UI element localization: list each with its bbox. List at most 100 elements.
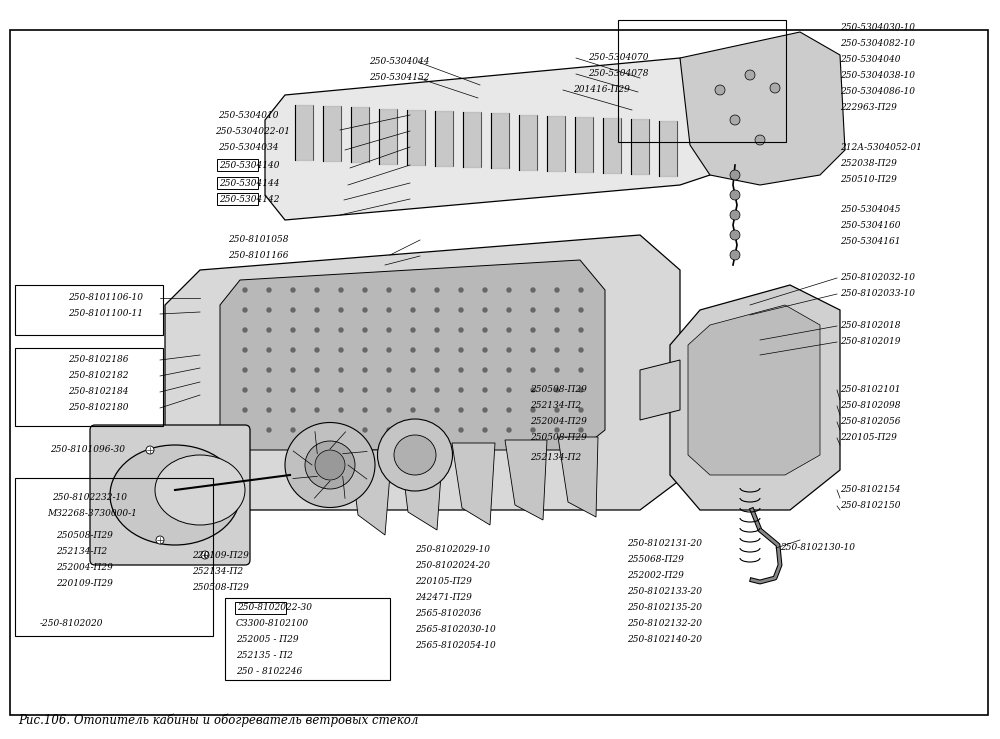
- Text: 252002-П29: 252002-П29: [627, 571, 684, 581]
- Text: 250-8101106-10: 250-8101106-10: [68, 293, 143, 302]
- Circle shape: [291, 368, 295, 372]
- Circle shape: [363, 428, 367, 432]
- Text: 201416-П29: 201416-П29: [573, 86, 630, 95]
- Circle shape: [243, 308, 247, 312]
- Circle shape: [555, 408, 559, 412]
- Circle shape: [579, 408, 583, 412]
- Circle shape: [315, 308, 319, 312]
- Text: 250-5304078: 250-5304078: [588, 69, 648, 78]
- Circle shape: [411, 308, 415, 312]
- Circle shape: [555, 308, 559, 312]
- Circle shape: [435, 348, 439, 352]
- Circle shape: [483, 368, 487, 372]
- Circle shape: [483, 288, 487, 292]
- Polygon shape: [265, 58, 710, 220]
- Text: 250-8102150: 250-8102150: [840, 502, 900, 511]
- Text: 250-8102018: 250-8102018: [840, 321, 900, 330]
- Circle shape: [315, 348, 319, 352]
- Circle shape: [531, 328, 535, 332]
- Circle shape: [267, 348, 271, 352]
- Circle shape: [363, 288, 367, 292]
- Ellipse shape: [285, 423, 375, 508]
- Circle shape: [291, 408, 295, 412]
- Circle shape: [267, 368, 271, 372]
- Circle shape: [315, 288, 319, 292]
- Circle shape: [507, 408, 511, 412]
- Circle shape: [730, 170, 740, 180]
- Circle shape: [579, 308, 583, 312]
- Circle shape: [267, 328, 271, 332]
- Text: 252005 - П29: 252005 - П29: [236, 636, 299, 644]
- Text: 250-5304010: 250-5304010: [218, 111, 278, 120]
- Text: 250-8102154: 250-8102154: [840, 486, 900, 494]
- Circle shape: [411, 428, 415, 432]
- Circle shape: [387, 288, 391, 292]
- Text: 250-8101100-11: 250-8101100-11: [68, 310, 143, 319]
- Circle shape: [315, 388, 319, 392]
- Circle shape: [531, 428, 535, 432]
- Circle shape: [730, 210, 740, 220]
- Circle shape: [411, 348, 415, 352]
- Circle shape: [555, 348, 559, 352]
- Circle shape: [730, 250, 740, 260]
- Circle shape: [411, 288, 415, 292]
- Circle shape: [770, 83, 780, 93]
- Circle shape: [555, 288, 559, 292]
- Circle shape: [435, 308, 439, 312]
- Circle shape: [579, 368, 583, 372]
- Polygon shape: [603, 118, 621, 173]
- Circle shape: [531, 288, 535, 292]
- Circle shape: [267, 288, 271, 292]
- Text: 250-5304140: 250-5304140: [219, 160, 280, 169]
- Circle shape: [411, 368, 415, 372]
- Circle shape: [411, 388, 415, 392]
- Bar: [217, 159, 258, 171]
- Polygon shape: [670, 285, 840, 510]
- Polygon shape: [659, 120, 677, 176]
- Text: 250-5304034: 250-5304034: [218, 143, 278, 151]
- Circle shape: [507, 388, 511, 392]
- Circle shape: [507, 288, 511, 292]
- Text: 252038-П29: 252038-П29: [840, 160, 897, 168]
- Circle shape: [315, 428, 319, 432]
- Circle shape: [531, 348, 535, 352]
- Circle shape: [315, 328, 319, 332]
- Text: 250-8102101: 250-8102101: [840, 386, 900, 395]
- Circle shape: [339, 368, 343, 372]
- Ellipse shape: [394, 435, 436, 475]
- Text: 250-8102182: 250-8102182: [68, 372, 128, 381]
- Bar: [217, 193, 258, 205]
- Circle shape: [363, 308, 367, 312]
- Ellipse shape: [378, 419, 452, 491]
- Circle shape: [267, 408, 271, 412]
- Circle shape: [387, 408, 391, 412]
- Circle shape: [363, 388, 367, 392]
- Circle shape: [483, 388, 487, 392]
- Text: 252004-П29: 252004-П29: [56, 562, 113, 571]
- Circle shape: [579, 288, 583, 292]
- Text: 250-8102019: 250-8102019: [840, 338, 900, 347]
- Text: 220105-П29: 220105-П29: [415, 577, 472, 587]
- Polygon shape: [323, 106, 341, 161]
- Circle shape: [531, 388, 535, 392]
- Circle shape: [339, 348, 343, 352]
- Text: 220109-П29: 220109-П29: [192, 551, 249, 560]
- Circle shape: [146, 446, 154, 454]
- Polygon shape: [220, 260, 605, 450]
- Circle shape: [267, 388, 271, 392]
- Circle shape: [507, 428, 511, 432]
- Text: 220109-П29: 220109-П29: [56, 579, 113, 588]
- FancyBboxPatch shape: [90, 425, 250, 565]
- Polygon shape: [640, 360, 680, 420]
- Circle shape: [243, 428, 247, 432]
- Circle shape: [243, 388, 247, 392]
- Circle shape: [387, 328, 391, 332]
- Circle shape: [363, 368, 367, 372]
- Text: 250-8101166: 250-8101166: [228, 251, 288, 261]
- Text: 250-8102024-20: 250-8102024-20: [415, 562, 490, 571]
- Polygon shape: [165, 235, 680, 510]
- Text: 250508-П29: 250508-П29: [530, 434, 587, 443]
- Circle shape: [339, 408, 343, 412]
- Circle shape: [555, 428, 559, 432]
- Polygon shape: [519, 115, 537, 169]
